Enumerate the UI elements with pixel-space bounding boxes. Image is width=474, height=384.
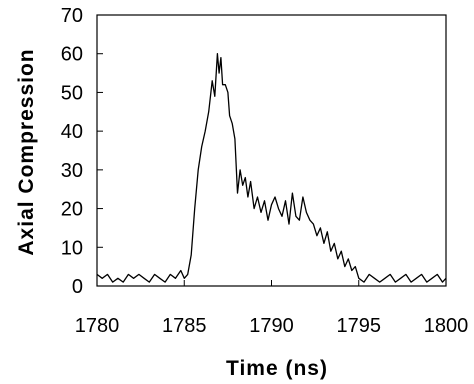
axis-ticks: 0 10 20 30 40 50 60 70 1780 1785 1790 1795 1800	[61, 5, 469, 337]
series-layer	[96, 53, 447, 283]
x-tick-label: 1795	[337, 315, 382, 337]
y-tick-label: 60	[61, 44, 83, 66]
y-tick-label: 40	[61, 121, 83, 143]
y-axis-title: Axial Compression	[15, 48, 38, 255]
y-tick-label: 30	[61, 160, 83, 182]
y-tick-label: 10	[61, 237, 83, 259]
x-tick-label: 1790	[249, 315, 294, 337]
y-axis-title-group: Axial Compression	[15, 48, 38, 255]
plot-frame	[96, 14, 447, 287]
x-tick-label: 1780	[75, 315, 120, 337]
y-tick-label: 0	[72, 276, 83, 298]
x-tick-label: 1800	[424, 315, 469, 337]
x-tick-label: 1785	[162, 315, 207, 337]
x-axis-title: Time (ns)	[226, 357, 328, 380]
y-tick-label: 70	[61, 5, 83, 27]
y-tick-label: 20	[61, 199, 83, 221]
series-line-1	[96, 53, 447, 283]
y-tick-label: 50	[61, 82, 83, 104]
